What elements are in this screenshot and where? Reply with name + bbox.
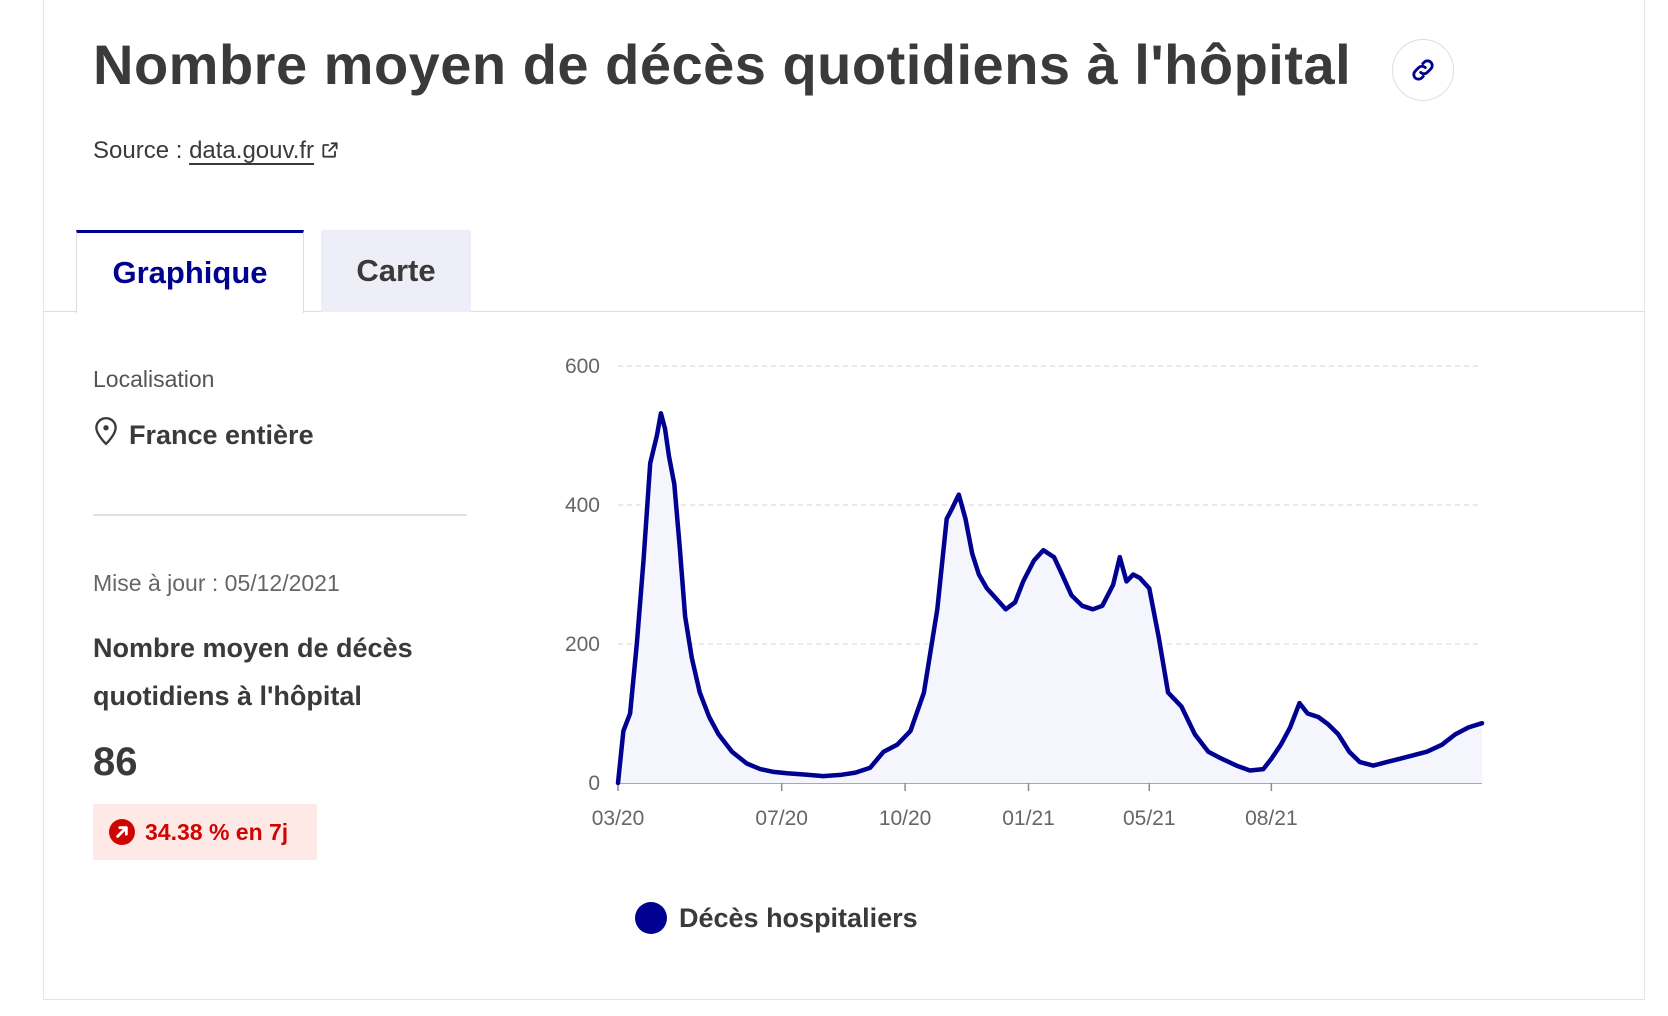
sidebar-divider: [93, 514, 467, 516]
source-link-text: data.gouv.fr: [189, 137, 315, 164]
series-line: [615, 411, 1485, 786]
source-line: Source : data.gouv.fr: [93, 137, 340, 165]
source-prefix: Source :: [93, 137, 183, 164]
tabs-divider: [43, 311, 1645, 312]
y-tick-label: 400: [565, 494, 600, 517]
location-value: France entière: [129, 420, 314, 450]
update-date: Mise à jour : 05/12/2021: [93, 570, 340, 596]
link-icon: [1412, 59, 1434, 81]
source-link[interactable]: data.gouv.fr: [189, 137, 340, 164]
tab-graphique[interactable]: Graphique: [76, 230, 304, 313]
series-area: [618, 413, 1482, 783]
x-tick-label: 08/21: [1245, 807, 1298, 830]
location-label: Localisation: [93, 366, 215, 392]
x-tick-label: 01/21: [1002, 807, 1055, 830]
indicator-card: [43, 0, 1645, 1000]
indicator-title: Nombre moyen de décès quotidiens à l'hôp…: [93, 633, 413, 711]
copy-link-button[interactable]: [1392, 39, 1454, 101]
page-title: Nombre moyen de décès quotidiens à l'hôp…: [93, 33, 1352, 96]
trend-text: 34.38 % en 7j: [145, 818, 289, 845]
x-tick-label: 10/20: [879, 807, 932, 830]
y-tick-label: 0: [588, 772, 600, 795]
tab-carte[interactable]: Carte: [321, 230, 471, 312]
chart-legend: Décès hospitaliers: [635, 902, 918, 934]
location-value-row: France entière: [93, 416, 314, 451]
y-tick-label: 200: [565, 633, 600, 656]
legend-label: Décès hospitaliers: [679, 902, 918, 933]
y-tick-label: 600: [565, 355, 600, 378]
trend-badge: 34.38 % en 7j: [93, 804, 317, 860]
legend-marker: [635, 902, 667, 934]
external-link-icon: [322, 142, 338, 158]
x-tick-label: 03/20: [592, 807, 645, 830]
arrow-up-right-icon: [109, 819, 135, 845]
map-pin-icon: [95, 416, 117, 446]
indicator-value: 86: [93, 740, 138, 784]
deaths-chart: 0 200 400 600 03/20 07/20 10/20 01/21 05/21 08/21: [565, 355, 1485, 830]
x-tick-label: 05/21: [1123, 807, 1176, 830]
x-tick-label: 07/20: [755, 807, 808, 830]
